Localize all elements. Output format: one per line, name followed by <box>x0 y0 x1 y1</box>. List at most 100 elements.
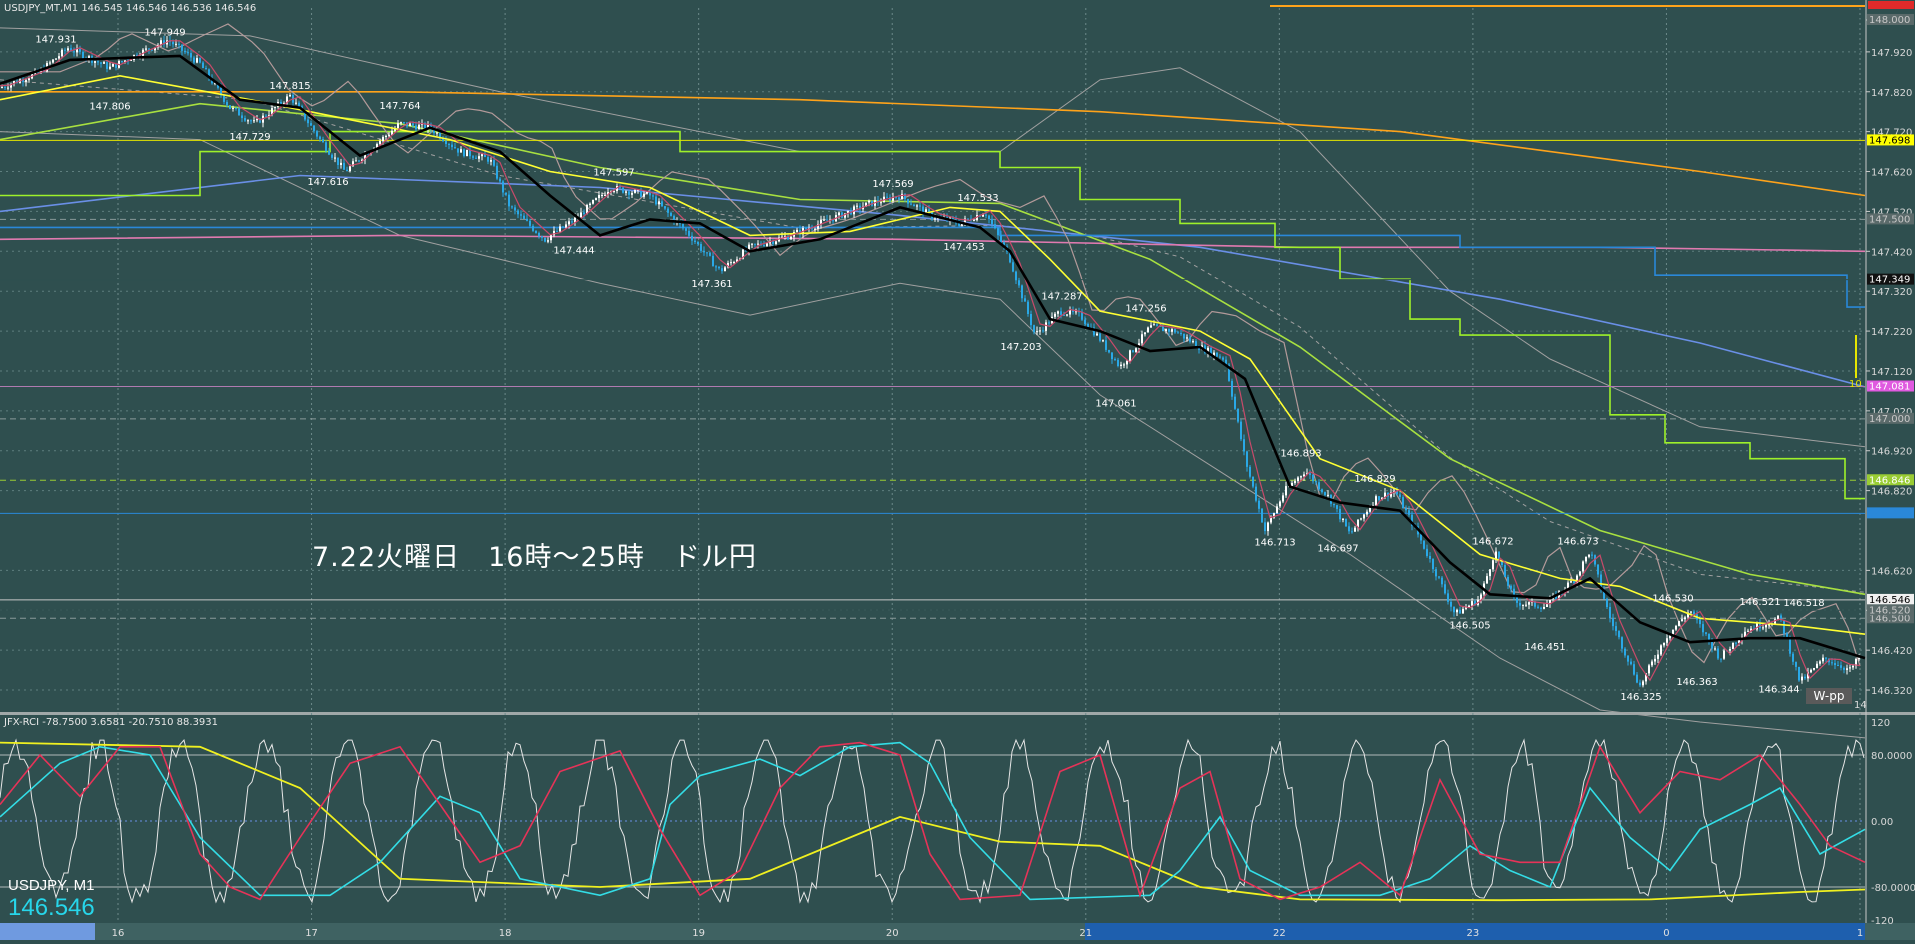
candle-body <box>1534 601 1536 607</box>
candle-body <box>907 199 909 204</box>
candle-body <box>1360 518 1362 520</box>
candle-body <box>1075 311 1077 313</box>
candle-body <box>52 59 54 63</box>
candle-body <box>1468 605 1470 608</box>
candle-body <box>727 262 729 268</box>
candle-body <box>838 212 840 216</box>
candle-body <box>625 191 627 193</box>
x-tick-label: 19 <box>692 928 705 939</box>
rci-short-line <box>0 738 1865 904</box>
candle-body <box>640 189 642 197</box>
swing-price-label: 146.672 <box>1472 537 1513 548</box>
candle-body <box>634 189 636 193</box>
candle-body <box>4 87 6 89</box>
candle-body <box>433 129 435 134</box>
candle-body <box>1492 560 1494 570</box>
candle-body <box>184 50 186 53</box>
candle-body <box>1429 555 1431 559</box>
y-tick-label: 147.120 <box>1871 367 1912 378</box>
candle-body <box>1339 508 1341 520</box>
candle-body <box>688 230 690 236</box>
y-tick-label: 146.620 <box>1871 566 1912 577</box>
candle-body <box>733 261 735 263</box>
candle-body <box>1420 534 1422 541</box>
level-tag-label: 147.698 <box>1869 135 1910 146</box>
candle-body <box>1462 608 1464 614</box>
candle-body <box>274 107 276 109</box>
swing-price-label: 146.713 <box>1254 537 1295 548</box>
level-tag <box>1867 604 1914 616</box>
candle-body <box>790 236 792 240</box>
candle-body <box>742 249 744 259</box>
swing-price-label: 147.533 <box>957 193 998 204</box>
candle-body <box>700 244 702 251</box>
candle-body <box>1489 569 1491 577</box>
candle-body <box>1666 638 1668 643</box>
candle-body <box>1849 667 1851 669</box>
candle-body <box>1144 332 1146 335</box>
candle-body <box>1762 627 1764 629</box>
candle-body <box>1795 661 1797 667</box>
candle-body <box>235 107 237 109</box>
candle-body <box>22 79 24 82</box>
candle-body <box>1297 477 1299 482</box>
candle-body <box>1153 324 1155 326</box>
candle-body <box>718 266 720 269</box>
candle-body <box>1279 501 1281 507</box>
candle-body <box>619 186 621 188</box>
candle-body <box>1618 631 1620 638</box>
candle-body <box>76 48 78 53</box>
candle-body <box>1195 341 1197 348</box>
candle-body <box>1423 540 1425 549</box>
candle-body <box>1663 642 1665 646</box>
candle-body <box>982 214 984 217</box>
candle-body <box>826 219 828 221</box>
top-level-tag <box>1868 1 1914 9</box>
candle-body <box>1687 612 1689 618</box>
swing-price-label: 147.729 <box>229 132 270 143</box>
candle-body <box>1438 576 1440 578</box>
candle-body <box>1528 602 1530 605</box>
candle-body <box>1705 632 1707 634</box>
candle-body <box>1333 503 1335 506</box>
candle-body <box>1660 645 1662 655</box>
candle-body <box>418 124 420 130</box>
candle-body <box>1117 359 1119 367</box>
candle-body <box>1657 654 1659 659</box>
candle-body <box>1738 639 1740 643</box>
candle-body <box>28 78 30 81</box>
candle-body <box>541 236 543 238</box>
candle-body <box>1003 242 1005 247</box>
candle-body <box>1519 602 1521 606</box>
candle-body <box>1555 595 1557 599</box>
candle-body <box>1222 357 1224 360</box>
candle-body <box>10 84 12 88</box>
candle-body <box>247 120 249 122</box>
candle-body <box>703 250 705 253</box>
candle-body <box>454 147 456 149</box>
x-tick-label: 0 <box>1663 928 1669 939</box>
candle-body <box>991 218 993 225</box>
candle-body <box>124 60 126 62</box>
candle-body <box>709 252 711 256</box>
candle-body <box>382 136 384 142</box>
candle-body <box>724 267 726 272</box>
candle-body <box>526 218 528 221</box>
candle-body <box>1444 584 1446 594</box>
candle-body <box>1243 439 1245 452</box>
candle-body <box>193 57 195 63</box>
candle-body <box>1270 517 1272 523</box>
ichimoku-blue-step <box>0 226 1865 308</box>
level-tag-label: 147.500 <box>1869 214 1910 225</box>
candle-body <box>1855 658 1857 666</box>
candle-body <box>1120 364 1122 367</box>
candle-body <box>259 118 261 123</box>
ma-green-line <box>0 102 1866 596</box>
candle-body <box>1591 554 1593 556</box>
candle-body <box>754 243 756 245</box>
candle-body <box>964 218 966 223</box>
candle-body <box>220 87 222 96</box>
candle-body <box>664 206 666 209</box>
candle-body <box>520 214 522 216</box>
candle-body <box>1858 657 1860 659</box>
